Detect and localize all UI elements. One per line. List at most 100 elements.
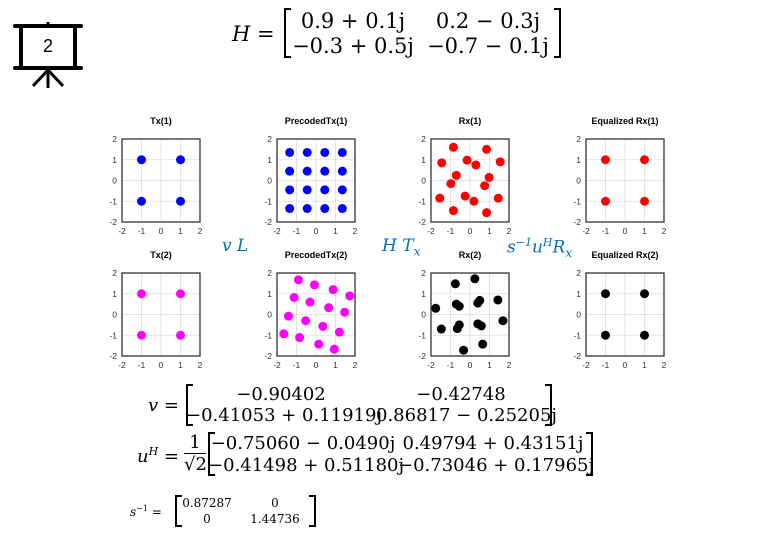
label-u: u — [531, 237, 543, 258]
x-tick-label: 1 — [178, 226, 183, 236]
data-point — [318, 321, 328, 331]
sinv-lhs-base: s — [130, 505, 137, 519]
sinv-matrix: 0.87287 0 0 1.44736 — [175, 495, 316, 527]
data-point — [324, 303, 334, 313]
label-r-sub: x — [565, 246, 573, 261]
data-point — [305, 297, 315, 307]
y-tick-label: 2 — [112, 268, 117, 278]
data-point — [137, 155, 146, 165]
y-tick-label: -1 — [264, 330, 272, 340]
v-cell: −0.90402 — [236, 384, 326, 405]
y-tick-label: 2 — [112, 134, 117, 144]
data-point — [484, 172, 494, 182]
chart-title: Equalized Rx(2) — [591, 250, 658, 260]
chart-title: Rx(2) — [459, 250, 482, 260]
axes-box — [430, 138, 510, 223]
y-tick-label: -2 — [264, 217, 272, 227]
x-tick-label: -2 — [273, 226, 281, 236]
y-tick-label: 0 — [421, 176, 426, 186]
data-point — [302, 185, 312, 195]
x-tick-label: -2 — [582, 226, 590, 236]
y-tick-label: 1 — [421, 289, 426, 299]
x-tick-label: -2 — [273, 360, 281, 370]
data-point — [482, 144, 492, 154]
uh-cell: 0.49794 + 0.43151j — [402, 432, 584, 454]
data-point — [176, 330, 185, 340]
axes-box — [276, 138, 356, 223]
data-point — [320, 166, 330, 176]
data-point — [482, 208, 492, 218]
sinv-cell: 1.44736 — [250, 512, 300, 526]
h-cell: −0.7 − 0.1j — [427, 33, 549, 58]
y-tick-label: 0 — [267, 176, 272, 186]
axes-box — [585, 138, 665, 223]
x-tick-label: 2 — [353, 360, 358, 370]
uh-lhs: uH = — [137, 445, 179, 467]
data-point — [459, 345, 469, 355]
data-point — [302, 147, 312, 157]
y-tick-label: -2 — [109, 351, 117, 361]
scatter-chart-4: Equalized Rx(1) -2-2 -1 -1 0 0 1 1 2 2 — [573, 116, 666, 236]
data-point — [302, 204, 312, 214]
data-point — [640, 289, 649, 299]
x-tick-label: 0 — [623, 360, 628, 370]
label-u-sup: H — [542, 236, 553, 249]
data-point — [640, 155, 649, 165]
axes-box — [121, 272, 201, 357]
data-point — [337, 185, 347, 195]
plot-area: Equalized Rx(2) -2-2 -1 -1 0 0 1 1 2 2 — [573, 250, 666, 370]
x-tick-label: -2 — [427, 360, 435, 370]
x-tick-label: 0 — [623, 226, 628, 236]
uh-cell: −0.41498 + 0.51180j — [208, 454, 405, 476]
scatter-chart-5: Tx(2) -2-2 -1 -1 0 0 1 1 2 2 — [109, 250, 202, 370]
uh-cell: −0.73046 + 0.17965j — [398, 454, 595, 476]
y-tick-label: 1 — [267, 155, 272, 165]
h-matrix: 0.9 + 0.1j 0.2 − 0.3j −0.3 + 0.5j −0.7 −… — [284, 8, 561, 58]
x-tick-label: -1 — [293, 226, 301, 236]
x-tick-label: -2 — [582, 360, 590, 370]
h-lhs: H = — [232, 22, 275, 46]
sinv-lhs: s−1 = — [130, 504, 162, 519]
label-htx-sub: x — [413, 244, 421, 259]
data-point — [471, 160, 481, 170]
x-tick-label: 0 — [314, 360, 319, 370]
y-tick-label: 1 — [112, 155, 117, 165]
axes-box — [276, 272, 356, 357]
scatter-chart-6: PrecodedTx(2) -2-2 -1 -1 0 0 1 1 2 2 — [264, 250, 358, 370]
x-tick-label: 1 — [642, 360, 647, 370]
sinv-equals: = — [151, 505, 162, 519]
data-point — [478, 339, 488, 349]
y-tick-label: 2 — [421, 268, 426, 278]
v-cell: 0.86817 − 0.25205j — [376, 405, 557, 426]
uh-frac-num: 1 — [184, 432, 206, 454]
x-tick-label: -1 — [293, 360, 301, 370]
label-vl: v L — [222, 236, 249, 256]
uh-lhs-base: u — [137, 446, 149, 467]
sinv-cell: 0 — [271, 496, 279, 510]
data-point — [431, 303, 441, 313]
data-point — [469, 196, 479, 206]
x-tick-label: -1 — [602, 226, 610, 236]
data-point — [340, 307, 350, 317]
y-tick-label: 0 — [112, 310, 117, 320]
y-tick-label: -1 — [264, 196, 272, 206]
data-point — [302, 166, 312, 176]
chart-title: PrecodedTx(2) — [285, 250, 348, 260]
sinv-cell: 0.87287 — [182, 496, 232, 510]
data-point — [493, 295, 503, 305]
x-tick-label: 0 — [468, 226, 473, 236]
presentation-screen-icon: 2 — [13, 20, 83, 90]
label-htx: H Tx — [382, 236, 420, 258]
data-point — [476, 321, 486, 331]
x-tick-label: 0 — [159, 360, 164, 370]
data-point — [454, 301, 464, 311]
uh-matrix: −0.75060 − 0.0490j 0.49794 + 0.43151j −0… — [208, 432, 595, 476]
data-point — [448, 142, 458, 152]
y-tick-label: 1 — [421, 155, 426, 165]
y-tick-label: -1 — [109, 330, 117, 340]
data-point — [601, 289, 610, 299]
x-tick-label: -2 — [118, 360, 126, 370]
y-tick-label: 1 — [576, 155, 581, 165]
label-r: R — [552, 237, 566, 258]
x-tick-label: 1 — [333, 360, 338, 370]
